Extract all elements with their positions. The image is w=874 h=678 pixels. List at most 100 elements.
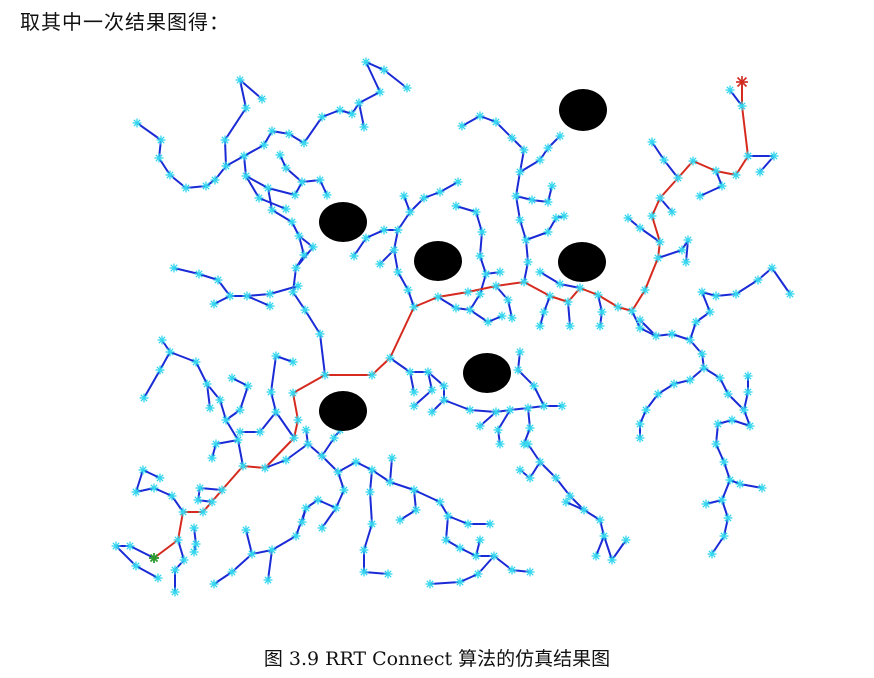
tree-node-marker [221, 415, 231, 425]
tree-node-marker [465, 405, 475, 415]
tree-node-marker [515, 347, 525, 357]
tree-node-marker [153, 573, 163, 583]
tree-node-marker [607, 555, 617, 565]
tree-node-marker [365, 487, 375, 497]
tree-node-marker [433, 292, 443, 302]
tree-node-marker [331, 503, 341, 513]
tree-branch [239, 411, 277, 433]
tree-branch [115, 545, 159, 579]
tree-branch [270, 355, 295, 439]
tree-branch [657, 239, 689, 263]
tree-node-marker [743, 387, 753, 397]
tree-node-marker [179, 555, 189, 565]
tree-node-marker [189, 523, 199, 533]
tree-node-marker [359, 567, 369, 577]
tree-branch [689, 311, 711, 341]
tree-node-marker [785, 289, 795, 299]
tree-node-marker [202, 379, 212, 389]
tree-node-marker [125, 541, 135, 551]
tree-node-marker [555, 131, 565, 141]
tree-node-marker [463, 287, 473, 297]
tree-node-marker [354, 98, 364, 108]
tree-node-marker [475, 289, 485, 299]
tree-node-marker [667, 329, 677, 339]
tree-node-marker [227, 373, 237, 383]
tree-node-marker [699, 363, 709, 373]
tree-node-marker [507, 133, 517, 143]
tree-node-marker [715, 373, 725, 383]
tree-node-marker [527, 195, 537, 205]
tree-node-marker [210, 175, 220, 185]
tree-node-marker [359, 545, 369, 555]
tree-node-marker [322, 190, 332, 200]
tree-branch [631, 310, 691, 341]
tree-node-marker [711, 291, 721, 301]
tree-node-marker [419, 193, 429, 203]
tree-node-marker [539, 401, 549, 411]
tree-node-marker [491, 117, 501, 127]
tree-branch [143, 351, 197, 399]
tree-node-marker [591, 551, 601, 561]
tree-node-marker [489, 551, 499, 561]
tree-node-marker [529, 381, 539, 391]
tree-node-marker [263, 575, 273, 585]
obstacle-circle [319, 202, 367, 242]
tree-node-marker [313, 495, 323, 505]
tree-node-marker [543, 197, 553, 207]
tree-node-marker [495, 267, 505, 277]
tree-node-marker [385, 353, 395, 363]
tree-node-marker [659, 155, 669, 165]
tree-node-marker [515, 215, 525, 225]
tree-node-marker [597, 307, 607, 317]
tree-node-marker [641, 405, 651, 415]
tree-node-marker [297, 517, 307, 527]
tree-branch [358, 102, 365, 128]
tree-node-marker [655, 237, 665, 247]
tree-node-marker [165, 347, 175, 357]
tree-node-marker [281, 204, 291, 214]
tree-node-marker [254, 193, 264, 203]
intro-text: 取其中一次结果图得： [20, 10, 230, 34]
tree-node-marker [233, 435, 243, 445]
tree-node-marker [635, 419, 645, 429]
tree-node-marker [731, 170, 741, 180]
tree-node-marker [293, 415, 303, 425]
tree-node-marker [259, 140, 269, 150]
tree-node-marker [439, 395, 449, 405]
tree-branch [136, 109, 353, 189]
tree-node-marker [189, 547, 199, 557]
figure-caption: 图 3.9 RRT Connect 算法的仿真结果图 [263, 648, 611, 670]
tree-branch [174, 539, 185, 593]
tree-node-marker [739, 405, 749, 415]
tree-node-marker [403, 285, 413, 295]
tree-node-marker [635, 433, 645, 443]
tree-node-marker [138, 465, 148, 475]
tree-node-marker [409, 387, 419, 397]
tree-node-marker [291, 531, 301, 541]
tree-node-marker [333, 467, 343, 477]
tree-node-marker [315, 329, 325, 339]
tree-node-marker [453, 177, 463, 187]
tree-node-marker [300, 305, 310, 315]
tree-branch [497, 409, 511, 445]
tree-branch [321, 429, 341, 457]
tree-node-marker [379, 65, 389, 75]
tree-node-marker [243, 381, 253, 391]
tree-node-marker [579, 505, 589, 515]
tree-node-marker [349, 251, 359, 261]
tree-node-marker [239, 151, 249, 161]
tree-node-marker [425, 579, 435, 589]
tree-node-marker [178, 507, 188, 517]
tree-node-marker [395, 515, 405, 525]
tree-node-marker [235, 405, 245, 415]
tree-node-marker [485, 519, 495, 529]
tree-node-marker [535, 155, 545, 165]
start-node-icon [149, 553, 159, 563]
tree-node-marker [669, 379, 679, 389]
tree-node-marker [477, 227, 487, 237]
tree-branch [243, 155, 326, 376]
tree-node-marker [238, 461, 248, 471]
tree-node-marker [623, 213, 633, 223]
tree-node-marker [281, 455, 291, 465]
tree-node-marker [559, 211, 569, 221]
